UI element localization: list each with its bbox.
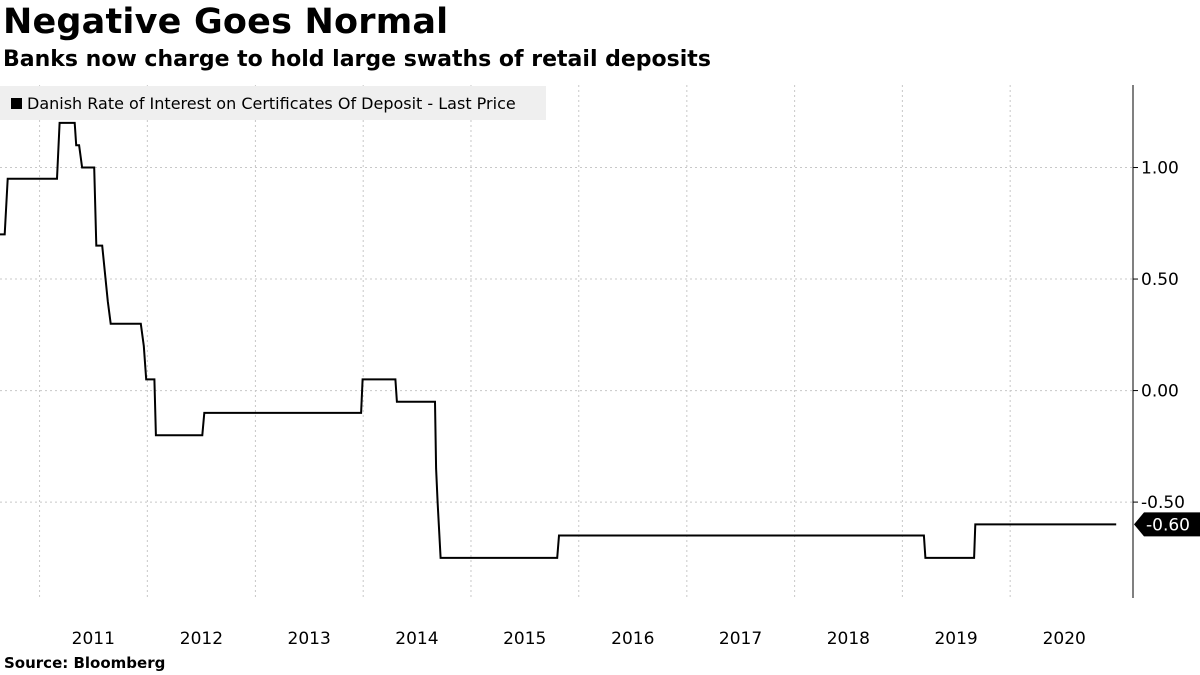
legend: Danish Rate of Interest on Certificates … — [0, 86, 546, 120]
last-value-marker — [1134, 512, 1200, 537]
x-tick-label: 2017 — [719, 629, 762, 649]
chart-subtitle: Banks now charge to hold large swaths of… — [3, 47, 711, 72]
last-value-label: -0.60 — [1146, 515, 1190, 535]
x-tick-label: 2015 — [503, 629, 546, 649]
x-tick-label: 2014 — [395, 629, 438, 649]
legend-swatch — [11, 97, 22, 109]
x-tick-label: 2018 — [827, 629, 870, 649]
x-tick-label: 2013 — [288, 629, 331, 649]
source-note: Source: Bloomberg — [4, 654, 166, 672]
legend-entry-label: Danish Rate of Interest on Certificates … — [27, 93, 516, 113]
x-tick-label: 2016 — [611, 629, 654, 649]
y-tick-label: 0.00 — [1141, 382, 1179, 402]
series-lines — [0, 121, 1117, 559]
x-tick-label: 2012 — [180, 629, 223, 649]
chart-title: Negative Goes Normal — [3, 2, 449, 42]
x-tick-label: 2020 — [1043, 629, 1086, 649]
y-tick-label: 0.50 — [1141, 270, 1179, 290]
axes — [1132, 85, 1138, 598]
series-line — [0, 121, 1117, 559]
x-tick-label: 2011 — [72, 629, 115, 649]
tick-labels: 1.00 0.50 0.00 -0.50 2011 2012 2013 2014 2015 201… — [72, 159, 1200, 649]
last-value-tag: -0.60 — [1134, 512, 1200, 537]
grid-lines — [0, 85, 1133, 598]
y-tick-label: 1.00 — [1141, 159, 1179, 179]
x-tick-label: 2019 — [934, 629, 977, 649]
y-tick-label: -0.50 — [1141, 493, 1185, 513]
